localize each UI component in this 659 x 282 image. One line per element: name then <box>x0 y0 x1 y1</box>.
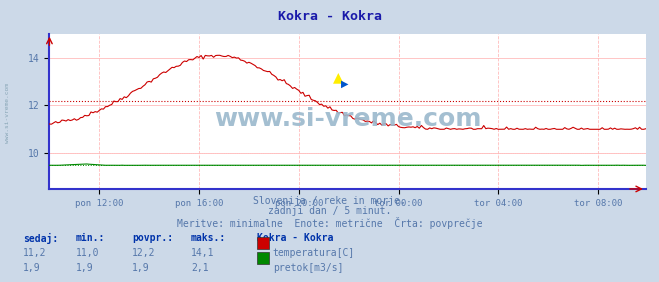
Text: 1,9: 1,9 <box>23 263 41 273</box>
Text: temperatura[C]: temperatura[C] <box>273 248 355 258</box>
Text: min.:: min.: <box>76 233 105 243</box>
Text: Kokra - Kokra: Kokra - Kokra <box>277 10 382 23</box>
Text: 1,9: 1,9 <box>76 263 94 273</box>
Text: 11,2: 11,2 <box>23 248 47 258</box>
Text: 14,1: 14,1 <box>191 248 215 258</box>
Text: pretok[m3/s]: pretok[m3/s] <box>273 263 343 273</box>
Text: 2,1: 2,1 <box>191 263 209 273</box>
Text: www.si-vreme.com: www.si-vreme.com <box>5 83 11 143</box>
Text: povpr.:: povpr.: <box>132 233 173 243</box>
Text: www.si-vreme.com: www.si-vreme.com <box>214 107 481 131</box>
Text: 11,0: 11,0 <box>76 248 100 258</box>
Text: Meritve: minimalne  Enote: metrične  Črta: povprečje: Meritve: minimalne Enote: metrične Črta:… <box>177 217 482 229</box>
Text: 12,2: 12,2 <box>132 248 156 258</box>
Text: ▲: ▲ <box>333 70 344 84</box>
Text: Slovenija / reke in morje.: Slovenija / reke in morje. <box>253 196 406 206</box>
Text: sedaj:: sedaj: <box>23 233 58 244</box>
Text: Kokra - Kokra: Kokra - Kokra <box>257 233 333 243</box>
Text: zadnji dan / 5 minut.: zadnji dan / 5 minut. <box>268 206 391 216</box>
Text: 1,9: 1,9 <box>132 263 150 273</box>
Text: maks.:: maks.: <box>191 233 226 243</box>
Text: ▶: ▶ <box>341 78 349 89</box>
